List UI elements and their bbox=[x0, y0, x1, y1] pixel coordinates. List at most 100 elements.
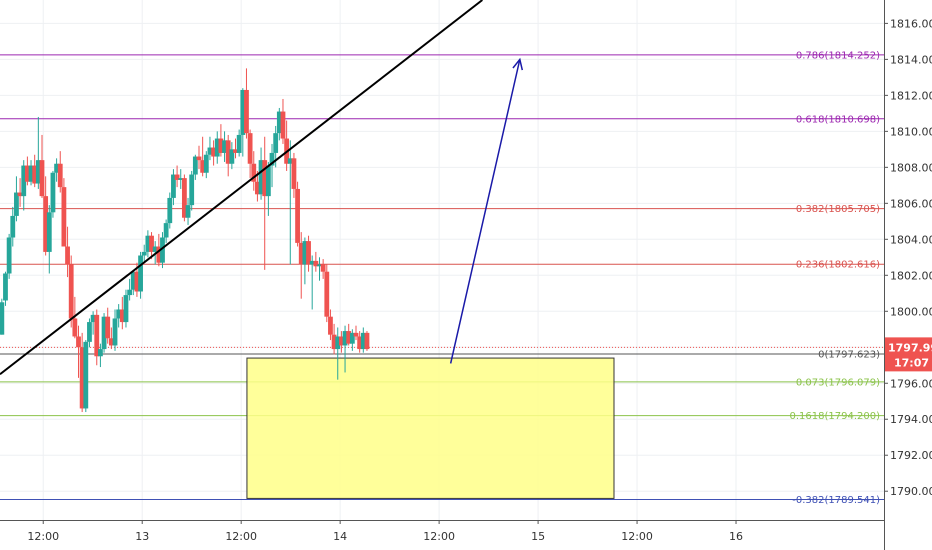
candle-body bbox=[87, 322, 92, 342]
forecast-arrow-head bbox=[512, 57, 524, 71]
candle-body bbox=[269, 152, 275, 166]
target-zone bbox=[246, 357, 615, 499]
candle-body bbox=[10, 215, 16, 238]
candle-body bbox=[342, 331, 348, 346]
candle-body bbox=[145, 235, 151, 252]
candle-body bbox=[317, 264, 322, 267]
candle-body bbox=[280, 111, 286, 139]
time-tick-label: 13 bbox=[135, 530, 149, 543]
candle-body bbox=[320, 264, 326, 272]
price-tick-label: 1790.000 bbox=[890, 485, 932, 498]
candle-body bbox=[14, 192, 19, 216]
candle-body bbox=[295, 188, 300, 243]
candle-body bbox=[309, 260, 315, 265]
fib-label: 0.382(1805.705) bbox=[796, 204, 880, 215]
candle-body bbox=[134, 271, 140, 292]
candle-body bbox=[108, 338, 114, 346]
candle-body bbox=[291, 158, 297, 189]
candle-body bbox=[222, 140, 227, 153]
countdown-label: 17:07 bbox=[894, 356, 929, 369]
candle-body bbox=[127, 289, 133, 296]
candle-body bbox=[244, 89, 249, 134]
candle-body bbox=[112, 318, 118, 346]
fib-label: 0.236(1802.616) bbox=[796, 260, 880, 271]
candle-body bbox=[43, 196, 49, 252]
candle-body bbox=[287, 158, 293, 164]
candle-body bbox=[35, 160, 41, 184]
price-tick-label: 1810.000 bbox=[890, 125, 932, 138]
candle-body bbox=[189, 174, 195, 206]
candle-body bbox=[247, 133, 253, 164]
price-tick-label: 1804.000 bbox=[890, 233, 932, 246]
fib-label: -0.382(1789.541) bbox=[792, 495, 880, 506]
candle-body bbox=[119, 309, 125, 323]
time-tick-label: 12:00 bbox=[27, 530, 59, 543]
time-tick-label: 16 bbox=[729, 530, 743, 543]
candle-body bbox=[262, 160, 268, 197]
price-tick-label: 1812.000 bbox=[890, 89, 932, 102]
candle-body bbox=[3, 273, 8, 301]
candle-body bbox=[90, 314, 96, 323]
time-tick-label: 14 bbox=[333, 530, 347, 543]
fib-label: 0.1618(1794.200) bbox=[789, 411, 880, 422]
price-tick-label: 1806.000 bbox=[890, 197, 932, 210]
candle-body bbox=[94, 314, 100, 357]
candle-body bbox=[123, 295, 129, 323]
candle-body bbox=[207, 147, 213, 155]
candle-body bbox=[200, 160, 206, 173]
price-tick-label: 1796.000 bbox=[890, 377, 932, 390]
candle-body bbox=[331, 334, 337, 350]
candle-body bbox=[152, 246, 158, 252]
candle-body bbox=[236, 134, 242, 153]
candle-body bbox=[65, 246, 70, 265]
candle-body bbox=[338, 336, 344, 346]
time-tick-label: 15 bbox=[531, 530, 545, 543]
candle-body bbox=[141, 251, 147, 256]
candle-body bbox=[306, 241, 311, 265]
candle-body bbox=[50, 172, 56, 213]
price-tick-label: 1814.000 bbox=[890, 53, 932, 66]
candle-body bbox=[24, 165, 30, 182]
candle-body bbox=[83, 341, 89, 409]
candle-body bbox=[324, 271, 330, 317]
candle-body bbox=[21, 165, 27, 197]
candle-body bbox=[192, 156, 198, 175]
candle-body bbox=[196, 156, 202, 161]
fib-label: 0.786(1814.252) bbox=[796, 50, 880, 61]
candle-body bbox=[61, 187, 67, 247]
candle-body bbox=[203, 154, 209, 173]
candle-body bbox=[335, 336, 341, 350]
candle-body bbox=[357, 336, 363, 350]
candle-body bbox=[178, 178, 184, 180]
candle-body bbox=[255, 181, 260, 195]
candle-body bbox=[214, 138, 220, 157]
candle-body bbox=[54, 163, 59, 173]
candle-body bbox=[298, 242, 304, 265]
candle-body bbox=[240, 89, 246, 135]
candle-body bbox=[174, 174, 180, 180]
candles bbox=[0, 68, 370, 413]
candle-body bbox=[349, 332, 355, 344]
candle-body bbox=[229, 149, 235, 164]
candle-body bbox=[360, 332, 366, 350]
candle-body bbox=[28, 165, 34, 182]
candle-body bbox=[185, 205, 191, 218]
price-axis-background bbox=[884, 0, 932, 550]
candle-body bbox=[328, 316, 333, 335]
time-tick-label: 12:00 bbox=[621, 530, 653, 543]
candle-body bbox=[273, 133, 279, 153]
price-tick-label: 1802.000 bbox=[890, 269, 932, 282]
fib-label: 0.073(1796.079) bbox=[796, 377, 880, 388]
fib-labels: 0.786(1814.252) 0.618(1810.698) 0.382(1805… bbox=[789, 50, 880, 506]
candle-body bbox=[68, 264, 74, 319]
price-tick-label: 1808.000 bbox=[890, 161, 932, 174]
drawings bbox=[0, 0, 524, 376]
price-tick-label: 1792.000 bbox=[890, 449, 932, 462]
candle-body bbox=[251, 163, 257, 182]
candle-body bbox=[72, 318, 78, 337]
candle-body bbox=[265, 165, 271, 197]
trendline bbox=[0, 0, 483, 376]
